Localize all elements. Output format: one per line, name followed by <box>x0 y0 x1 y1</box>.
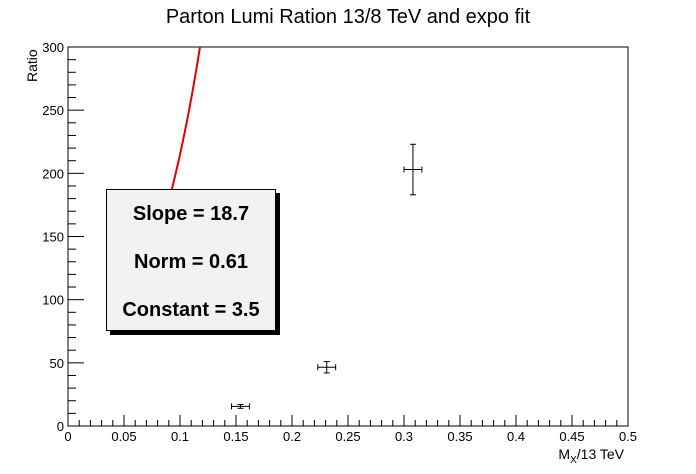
y-axis-label: Ratio <box>24 49 40 82</box>
stats-slope: Slope = 18.7 <box>132 203 250 225</box>
y-tick-label: 250 <box>42 103 64 118</box>
y-tick-label: 150 <box>42 230 64 245</box>
data-point <box>403 143 423 196</box>
data-point <box>317 361 337 374</box>
x-tick-label: 0.2 <box>283 429 301 444</box>
x-tick-label: 0.45 <box>559 429 584 444</box>
x-tick-label: 0.4 <box>507 429 525 444</box>
x-tick-label: 0.5 <box>619 429 637 444</box>
x-axis-label: MX/13 TeV <box>558 446 624 466</box>
x-tick-label: 0 <box>64 429 71 444</box>
fit-stats-box: Slope = 18.7 Norm = 0.61 Constant = 3.5 <box>106 189 276 331</box>
stats-constant: Constant = 3.5 <box>122 299 260 321</box>
y-tick-label: 50 <box>50 356 64 371</box>
y-tick-label: 100 <box>42 293 64 308</box>
chart-title: Parton Lumi Ration 13/8 TeV and expo fit <box>165 6 531 28</box>
y-tick-label: 300 <box>42 40 64 55</box>
x-tick-label: 0.35 <box>447 429 472 444</box>
x-tick-label: 0.1 <box>171 429 189 444</box>
y-tick-label: 0 <box>57 419 64 434</box>
x-tick-label: 0.3 <box>395 429 413 444</box>
axes-layer: 0 0.05 0.1 0.15 0.2 0.25 0.3 0.35 0.4 0.45 0.5 0 50 1… <box>42 40 637 444</box>
data-point <box>231 403 250 410</box>
x-tick-label: 0.15 <box>223 429 248 444</box>
y-tick-label: 200 <box>42 166 64 181</box>
stats-norm: Norm = 0.61 <box>134 251 248 273</box>
x-tick-label: 0.05 <box>111 429 136 444</box>
x-tick-label: 0.25 <box>335 429 360 444</box>
